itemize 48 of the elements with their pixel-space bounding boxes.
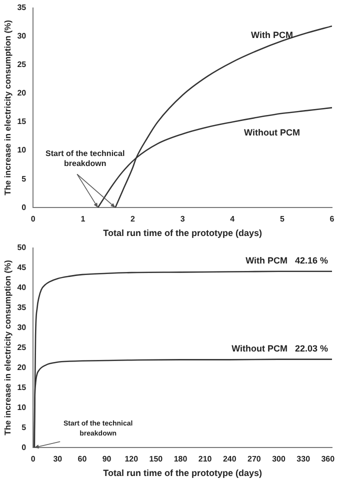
y-tick-label: 0 [22,442,27,452]
x-tick-label: 300 [272,454,286,464]
y-tick-label: 30 [17,322,27,332]
x-axis-title: Total run time of the prototype (days) [103,228,262,238]
y-tick-label: 15 [17,117,27,126]
series-label: With PCM [251,30,293,40]
x-tick-label: 90 [102,454,112,464]
x-axis-title: Total run time of the prototype (days) [103,468,262,478]
x-tick-label: 240 [222,454,237,464]
x-tick-label: 210 [198,454,212,464]
y-axis-title: The increase in electricity consumption (%) [2,20,12,196]
x-tick-label: 150 [149,454,164,464]
x-tick-label: 0 [30,454,36,464]
annotation: Start of the technical breakdown [46,149,125,168]
x-tick-label: 330 [296,454,311,464]
x-tick-label: 5 [280,214,285,224]
y-tick-label: 20 [17,88,27,98]
y-tick-label: 25 [17,60,27,70]
y-tick-label: 50 [17,243,27,252]
y-tick-label: 20 [17,362,27,372]
y-tick-label: 25 [17,342,27,352]
series-label: With PCM 42.16 % [246,255,328,266]
y-tick-label: 15 [17,382,27,392]
y-tick-label: 10 [17,402,27,412]
y-tick-label: 5 [22,174,27,184]
y-tick-label: 10 [17,146,27,155]
y-tick-label: 40 [17,282,27,292]
y-tick-label: 5 [22,422,27,432]
y-tick-label: 35 [17,3,27,12]
x-tick-label: 360 [321,454,336,464]
y-tick-label: 0 [22,202,27,212]
series-label: Without PCM 22.03 % [232,343,328,354]
x-tick-label: 4 [230,214,236,224]
x-tick-label: 3 [180,214,186,224]
y-tick-label: 45 [17,262,27,272]
x-tick-label: 180 [174,454,188,464]
y-axis-title: The increase in electricity consumption (%) [2,260,12,436]
x-tick-label: 60 [78,454,88,464]
x-tick-label: 30 [53,454,63,464]
x-tick-label: 6 [330,214,335,224]
y-tick-label: 35 [17,302,27,312]
x-tick-label: 0 [30,214,36,224]
series-label: Without PCM [244,128,300,138]
x-tick-label: 270 [248,454,262,464]
y-tick-label: 30 [17,32,27,41]
x-tick-label: 1 [80,214,86,224]
x-tick-label: 120 [124,454,139,464]
x-tick-label: 2 [130,214,136,224]
